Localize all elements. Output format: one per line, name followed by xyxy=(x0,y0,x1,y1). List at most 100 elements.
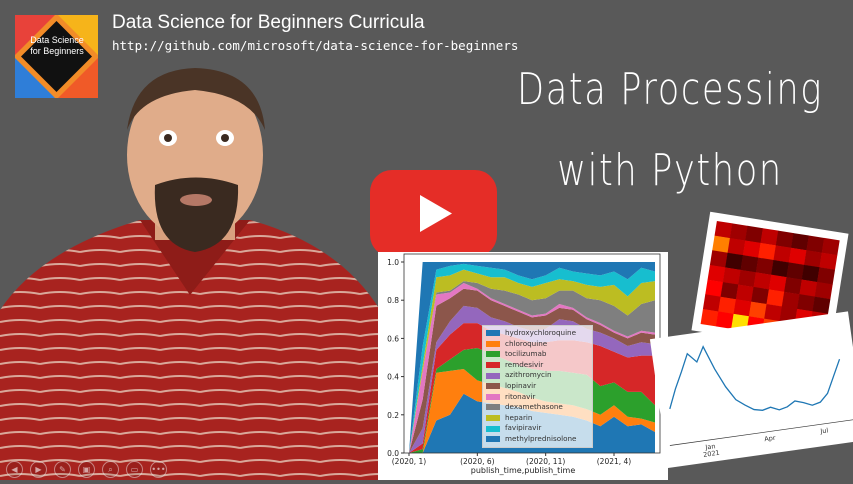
legend-entry: hydroxychloroquine xyxy=(486,328,589,339)
legend-entry: dexamethasone xyxy=(486,402,589,413)
heatmap-cell xyxy=(712,235,731,254)
area-ritonavir xyxy=(409,283,655,453)
repo-url[interactable]: http://github.com/microsoft/data-science… xyxy=(112,38,519,53)
next-button[interactable]: ▶ xyxy=(30,461,47,478)
x-tick-label: (2021, 4) xyxy=(597,457,632,466)
heatmap-cell xyxy=(705,279,724,298)
legend-label: heparin xyxy=(505,412,533,422)
y-tick-label: 0.6 xyxy=(387,334,399,343)
heatmap-cell xyxy=(751,286,770,305)
area-favipiravir xyxy=(409,263,655,453)
heatmap-cell xyxy=(755,257,774,276)
y-tick-label: 0.4 xyxy=(387,373,399,382)
heatmap-cell xyxy=(804,250,823,268)
x-tick-label: Jul xyxy=(819,426,829,435)
heatmap-cell xyxy=(812,296,831,315)
subtitles-button[interactable]: ▭ xyxy=(126,461,143,478)
heatmap-cell xyxy=(718,296,737,315)
zoom-button[interactable]: ⌕ xyxy=(102,461,119,478)
area-methylprednisolone xyxy=(409,262,655,453)
heatmap-chart xyxy=(691,211,849,353)
heatmap-cell xyxy=(758,242,777,261)
area-tocilizumab xyxy=(409,347,655,453)
previous-button[interactable]: ◀ xyxy=(6,461,23,478)
previous-icon: ◀ xyxy=(11,465,18,474)
legend-label: dexamethasone xyxy=(505,402,563,412)
x-axis-label: publish_time,publish_time xyxy=(470,466,576,475)
heatmap-cell xyxy=(738,269,757,288)
heatmap-cell xyxy=(729,223,748,241)
logo-text: Data Science for Beginners xyxy=(30,35,84,56)
y-tick-label: 1.0 xyxy=(387,258,399,267)
legend-entry: chloroquine xyxy=(486,339,589,350)
x-tick-label: (2020, 1) xyxy=(392,457,427,466)
legend-swatch xyxy=(486,372,500,379)
next-icon: ▶ xyxy=(35,465,42,474)
heatmap-cell xyxy=(709,250,728,268)
heatmap-cell xyxy=(771,259,790,278)
legend-entry: favipiravir xyxy=(486,423,589,434)
area-azithromycin xyxy=(409,305,655,453)
legend-entry: heparin xyxy=(486,413,589,424)
legend-swatch xyxy=(486,404,500,411)
heatmap-cell xyxy=(720,282,739,300)
legend-swatch xyxy=(486,383,500,390)
heatmap-cell xyxy=(722,267,741,285)
legend-entry: azithromycin xyxy=(486,370,589,381)
heatmap-cell xyxy=(764,304,783,322)
legend-swatch xyxy=(486,415,500,422)
slides-button[interactable]: ▣ xyxy=(78,461,95,478)
legend-entry: remdesivir xyxy=(486,360,589,371)
legend-swatch xyxy=(486,340,500,347)
heatmap-cell xyxy=(817,267,836,285)
x-tick-label: (2020, 11) xyxy=(526,457,565,466)
legend-swatch xyxy=(486,425,500,432)
x-axis xyxy=(669,418,853,446)
legend-entry: methylprednisolone xyxy=(486,434,589,445)
legend-label: tocilizumab xyxy=(505,349,547,359)
youtube-play-icon xyxy=(370,170,497,257)
x-tick-label: 2021 xyxy=(703,449,720,459)
curriculum-logo: Data Science for Beginners xyxy=(15,15,98,98)
area-lopinavir xyxy=(409,288,655,453)
heatmap-cell xyxy=(760,228,779,246)
heatmap-cell xyxy=(786,262,805,280)
more-icon: ••• xyxy=(151,465,166,474)
slideshow-controls: ◀ ▶ ✎ ▣ ⌕ ▭ ••• xyxy=(6,461,167,478)
presenter-photo xyxy=(0,68,380,480)
heatmap-cell xyxy=(753,272,772,290)
heatmap-cell xyxy=(742,240,761,258)
x-tick-label: Apr xyxy=(764,434,777,444)
legend-swatch xyxy=(486,393,500,400)
area-remdesivir xyxy=(409,323,655,453)
youtube-play-button[interactable] xyxy=(370,170,497,257)
stacked-area-chart: 0.0 0.2 0.4 0.6 0.8 1.0 (2020, 1) (2020, 6) (202… xyxy=(378,252,668,480)
y-tick-label: 0.0 xyxy=(387,449,399,458)
heatmap-cell xyxy=(821,237,840,256)
heatmap-cell xyxy=(797,294,816,312)
heatmap-cell xyxy=(814,281,833,300)
legend-label: methylprednisolone xyxy=(505,433,577,443)
heatmap-cell xyxy=(791,233,810,251)
more-button[interactable]: ••• xyxy=(150,461,167,478)
slides-icon: ▣ xyxy=(82,465,91,474)
heatmap-cell xyxy=(702,294,721,312)
legend-entry: lopinavir xyxy=(486,381,589,392)
heatmap-cell xyxy=(819,252,838,271)
legend-swatch xyxy=(486,436,500,443)
pen-button[interactable]: ✎ xyxy=(54,461,71,478)
curriculum-title: Data Science for Beginners Curricula xyxy=(112,12,425,33)
legend-entry: tocilizumab xyxy=(486,349,589,360)
heatmap-cell xyxy=(799,279,818,297)
pen-icon: ✎ xyxy=(59,465,66,474)
heatmap-cell xyxy=(745,225,764,244)
legend-label: ritonavir xyxy=(505,391,536,401)
headline-line-2: with Python xyxy=(557,145,783,196)
heatmap-cell xyxy=(766,289,785,307)
heatmap-cell xyxy=(735,284,754,302)
heatmap-cell xyxy=(740,255,759,273)
zoom-icon: ⌕ xyxy=(108,464,113,474)
y-tick-label: 0.2 xyxy=(387,411,399,420)
heatmap-cell xyxy=(725,252,744,271)
subtitles-icon: ▭ xyxy=(130,465,139,474)
